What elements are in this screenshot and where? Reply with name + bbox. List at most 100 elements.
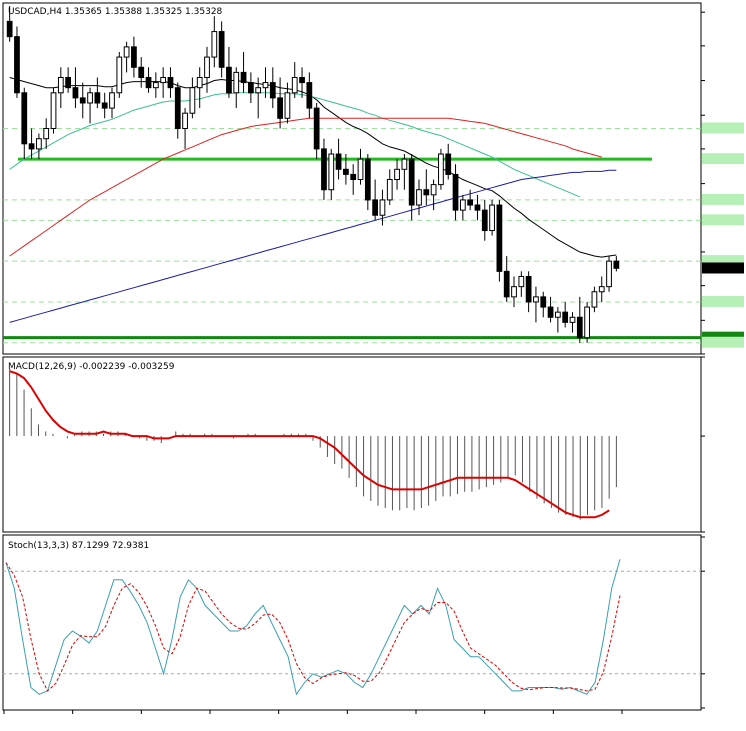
candle-body	[591, 291, 598, 308]
candle-body	[116, 56, 123, 94]
candle-body	[247, 82, 254, 94]
candle-body	[43, 128, 50, 140]
candle-body	[138, 66, 145, 78]
candle-body	[533, 296, 539, 303]
candle-body	[496, 204, 503, 272]
candle-body	[606, 260, 612, 288]
candle-body	[547, 306, 554, 318]
candle-body	[262, 82, 269, 89]
candle-body	[467, 199, 474, 206]
candle-body	[562, 311, 569, 323]
candle-body	[211, 31, 218, 58]
stoch-title: Stoch(13,3,3) 87.1299 72.9381	[8, 541, 149, 551]
candle-body	[94, 92, 101, 104]
price-axis	[701, 11, 744, 355]
candle-body	[182, 112, 188, 130]
price-chart-title: USDCAD,H4 1.35365 1.35388 1.35325 1.3532…	[8, 7, 223, 17]
level-price-tag	[702, 214, 744, 226]
candle-body	[394, 168, 400, 181]
macd-panel: MACD(12,26,9) -0.002239 -0.003259	[2, 356, 702, 533]
candle-body	[350, 173, 357, 181]
candle-body	[343, 168, 349, 175]
stoch-axis	[701, 536, 705, 709]
level-price-tag	[702, 153, 744, 165]
candle-body	[554, 311, 561, 318]
candle-body	[174, 87, 181, 130]
candle-body	[408, 158, 415, 206]
candle-body	[57, 76, 64, 94]
candle-body	[131, 46, 137, 68]
stoch-signal-line	[5, 562, 621, 692]
candle-body	[226, 66, 232, 94]
candle-body	[379, 199, 386, 216]
candle-body	[452, 173, 459, 211]
candle-body	[438, 153, 444, 186]
candle-body	[189, 87, 196, 114]
candle-body	[109, 92, 115, 109]
candle-body	[569, 316, 576, 323]
candle-body	[540, 296, 547, 308]
candle-body	[299, 76, 305, 84]
candle-body	[598, 286, 605, 293]
candle-body	[357, 158, 364, 181]
candle-body	[79, 97, 86, 104]
candle-body	[204, 56, 210, 78]
candle-body	[372, 199, 379, 216]
candle-body	[28, 143, 35, 150]
candle-body	[416, 189, 422, 206]
ma-blue-line	[9, 169, 617, 323]
candle-body	[401, 158, 408, 170]
candle-body	[87, 92, 93, 104]
candle-body	[160, 76, 167, 84]
candle-body	[101, 102, 108, 109]
level-price-tag	[702, 295, 744, 307]
candle-body	[72, 87, 79, 99]
candle-body	[152, 82, 159, 89]
candle-body	[36, 138, 42, 150]
candle-body	[328, 153, 335, 191]
candle-body	[423, 189, 430, 196]
candle-body	[518, 275, 525, 288]
candle-body	[576, 316, 583, 339]
candle-body	[613, 260, 620, 269]
price-panel: USDCAD,H4 1.35365 1.35388 1.35325 1.3532…	[2, 2, 702, 355]
candle-body	[511, 286, 517, 298]
candle-body	[233, 71, 240, 94]
candle-body	[313, 107, 320, 150]
candle-body	[50, 92, 57, 130]
candle-body	[255, 87, 262, 94]
candle-body	[269, 82, 276, 99]
candle-body	[430, 184, 437, 196]
macd-signal-line	[9, 370, 610, 519]
level-price-tag	[702, 193, 744, 205]
candle-body	[335, 153, 342, 170]
candle-body	[218, 31, 225, 68]
candle-body	[481, 209, 488, 232]
candle-body	[364, 158, 371, 201]
ma-red-line	[9, 117, 602, 257]
level-price-tag	[702, 255, 744, 267]
candle-body	[525, 275, 532, 303]
candle-body	[306, 82, 313, 109]
stoch-main-line	[5, 559, 621, 696]
level-price-tag	[702, 336, 744, 348]
stoch-panel: Stoch(13,3,3) 87.1299 72.9381	[2, 534, 702, 711]
candle-body	[459, 199, 466, 211]
candle-body	[386, 179, 393, 201]
candle-body	[240, 71, 247, 84]
macd-axis	[701, 356, 705, 533]
candle-body	[321, 148, 327, 191]
candle-body	[6, 20, 13, 38]
candle-body	[167, 76, 174, 89]
candle-body	[445, 153, 452, 175]
candle-body	[489, 204, 495, 232]
candle-body	[14, 36, 20, 94]
candle-body	[584, 306, 590, 339]
level-price-tag	[702, 122, 744, 134]
time-axis	[3, 710, 623, 714]
candle-body	[65, 76, 72, 89]
candle-body	[123, 46, 130, 58]
candle-body	[196, 76, 203, 89]
current-price-tag	[702, 262, 744, 274]
